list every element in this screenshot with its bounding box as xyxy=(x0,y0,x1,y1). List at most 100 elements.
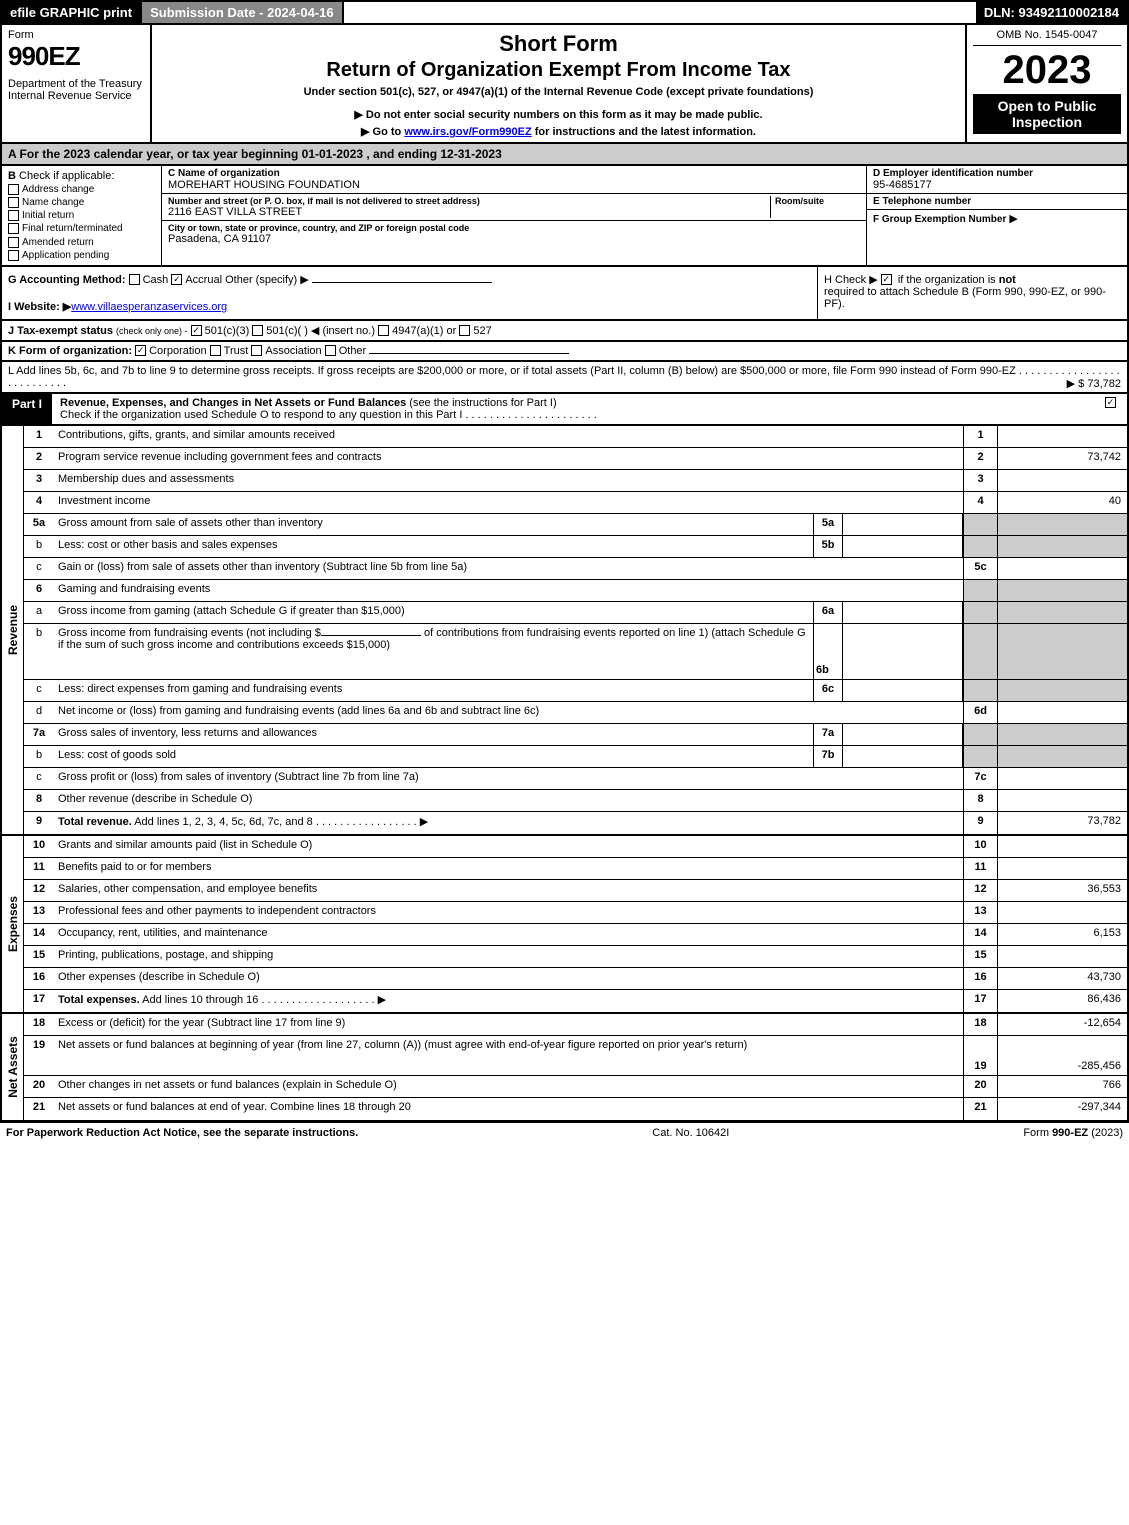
efile-label[interactable]: efile GRAPHIC print xyxy=(2,2,140,23)
checkbox-icon[interactable] xyxy=(8,197,19,208)
form-header: Form 990EZ Department of the Treasury In… xyxy=(0,25,1129,144)
revenue-lines: 1Contributions, gifts, grants, and simil… xyxy=(24,426,1127,834)
line-6d: dNet income or (loss) from gaming and fu… xyxy=(24,702,1127,724)
checkbox-icon[interactable] xyxy=(8,250,19,261)
line-14: 14Occupancy, rent, utilities, and mainte… xyxy=(24,924,1127,946)
chk-name-change[interactable]: Name change xyxy=(8,197,155,208)
org-name-row: C Name of organization MOREHART HOUSING … xyxy=(162,166,866,194)
chk-association[interactable] xyxy=(251,345,262,356)
b-check-label: Check if applicable: xyxy=(19,170,114,182)
checkbox-icon[interactable] xyxy=(8,210,19,221)
line-3: 3Membership dues and assessments3 xyxy=(24,470,1127,492)
section-def: D Employer identification number 95-4685… xyxy=(867,166,1127,265)
chk-amended-return[interactable]: Amended return xyxy=(8,237,155,248)
subtitle-section: Under section 501(c), 527, or 4947(a)(1)… xyxy=(160,86,957,98)
city-row: City or town, state or province, country… xyxy=(162,221,866,247)
form-id-block: Form 990EZ Department of the Treasury In… xyxy=(2,25,152,142)
line-11: 11Benefits paid to or for members11 xyxy=(24,858,1127,880)
fundraising-amount-input[interactable] xyxy=(321,635,421,636)
j-note: (check only one) - xyxy=(116,326,188,336)
netassets-side-label: Net Assets xyxy=(2,1014,24,1120)
line-6: 6Gaming and fundraising events xyxy=(24,580,1127,602)
title-return: Return of Organization Exempt From Incom… xyxy=(160,59,957,82)
tax-year: 2023 xyxy=(973,50,1121,90)
footer-left: For Paperwork Reduction Act Notice, see … xyxy=(6,1127,358,1139)
gh-block: G Accounting Method: Cash Accrual Other … xyxy=(0,267,1129,321)
chk-cash[interactable] xyxy=(129,274,140,285)
form-right-block: OMB No. 1545-0047 2023 Open to Public In… xyxy=(967,25,1127,142)
section-h: H Check ▶ if the organization is not req… xyxy=(817,267,1127,319)
ein-value: 95-4685177 xyxy=(873,179,1121,191)
chk-accrual[interactable] xyxy=(171,274,182,285)
checkbox-icon[interactable] xyxy=(8,184,19,195)
chk-application-pending[interactable]: Application pending xyxy=(8,250,155,261)
group-exemption-label: F Group Exemption Number xyxy=(873,214,1006,225)
h-check-label: H Check ▶ xyxy=(824,274,878,286)
line-6c: cLess: direct expenses from gaming and f… xyxy=(24,680,1127,702)
chk-schedule-o[interactable] xyxy=(1105,397,1116,408)
line-10: 10Grants and similar amounts paid (list … xyxy=(24,836,1127,858)
part1-title: Revenue, Expenses, and Changes in Net As… xyxy=(60,397,406,409)
other-specify-input[interactable] xyxy=(312,282,492,283)
l-text: L Add lines 5b, 6c, and 7b to line 9 to … xyxy=(8,365,1016,377)
chk-corporation[interactable] xyxy=(135,345,146,356)
title-short-form: Short Form xyxy=(160,31,957,57)
subtitle-ssn-warning: ▶ Do not enter social security numbers o… xyxy=(160,108,957,121)
line-20: 20Other changes in net assets or fund ba… xyxy=(24,1076,1127,1098)
org-name: MOREHART HOUSING FOUNDATION xyxy=(168,179,860,191)
chk-527[interactable] xyxy=(459,325,470,336)
h-not: not xyxy=(999,274,1016,286)
i-label: I Website: ▶ xyxy=(8,301,71,313)
chk-501c[interactable] xyxy=(252,325,263,336)
chk-initial-return[interactable]: Initial return xyxy=(8,210,155,221)
street-label: Number and street (or P. O. box, if mail… xyxy=(168,196,770,206)
department-label: Department of the Treasury Internal Reve… xyxy=(8,78,144,102)
line-2: 2Program service revenue including gover… xyxy=(24,448,1127,470)
expenses-side-label: Expenses xyxy=(2,836,24,1012)
section-b: B Check if applicable: Address change Na… xyxy=(2,166,162,265)
arrow-icon: ▶ xyxy=(1009,213,1017,225)
chk-other-org[interactable] xyxy=(325,345,336,356)
bcdef-block: B Check if applicable: Address change Na… xyxy=(0,166,1129,267)
netasset-lines: 18Excess or (deficit) for the year (Subt… xyxy=(24,1014,1127,1120)
chk-address-change[interactable]: Address change xyxy=(8,184,155,195)
checkbox-icon[interactable] xyxy=(8,237,19,248)
line-5b: bLess: cost or other basis and sales exp… xyxy=(24,536,1127,558)
j-insert: ◀ (insert no.) xyxy=(311,325,375,337)
ein-label: D Employer identification number xyxy=(873,168,1121,179)
line-7c: cGross profit or (loss) from sales of in… xyxy=(24,768,1127,790)
line-15: 15Printing, publications, postage, and s… xyxy=(24,946,1127,968)
checkbox-icon[interactable] xyxy=(8,223,19,234)
chk-501c3[interactable] xyxy=(191,325,202,336)
line-18: 18Excess or (deficit) for the year (Subt… xyxy=(24,1014,1127,1036)
chk-trust[interactable] xyxy=(210,345,221,356)
g-other: Other (specify) ▶ xyxy=(225,274,309,286)
line-9: 9Total revenue. Add lines 1, 2, 3, 4, 5c… xyxy=(24,812,1127,834)
subtitle-goto: ▶ Go to www.irs.gov/Form990EZ for instru… xyxy=(160,125,957,138)
footer-mid: Cat. No. 10642I xyxy=(652,1127,729,1139)
city-value: Pasadena, CA 91107 xyxy=(168,233,860,245)
chk-4947[interactable] xyxy=(378,325,389,336)
expense-lines: 10Grants and similar amounts paid (list … xyxy=(24,836,1127,1012)
line-5a: 5aGross amount from sale of assets other… xyxy=(24,514,1127,536)
footer-right: Form 990-EZ (2023) xyxy=(1023,1127,1123,1139)
form-word: Form xyxy=(8,29,144,41)
irs-link[interactable]: www.irs.gov/Form990EZ xyxy=(404,126,531,138)
part1-header: Part I Revenue, Expenses, and Changes in… xyxy=(0,394,1129,426)
other-org-input[interactable] xyxy=(369,353,569,354)
city-label: City or town, state or province, country… xyxy=(168,223,860,233)
chk-final-return[interactable]: Final return/terminated xyxy=(8,223,155,234)
line-7b: bLess: cost of goods sold7b xyxy=(24,746,1127,768)
part1-label: Part I xyxy=(2,394,52,424)
chk-schedule-b[interactable] xyxy=(881,274,892,285)
street-value: 2116 EAST VILLA STREET xyxy=(168,206,770,218)
g-label: G Accounting Method: xyxy=(8,274,126,286)
h-text3: required to attach Schedule B (Form 990,… xyxy=(824,286,1106,310)
line-13: 13Professional fees and other payments t… xyxy=(24,902,1127,924)
revenue-side-label: Revenue xyxy=(2,426,24,834)
part1-note: (see the instructions for Part I) xyxy=(409,397,556,409)
omb-number: OMB No. 1545-0047 xyxy=(973,29,1121,46)
line-16: 16Other expenses (describe in Schedule O… xyxy=(24,968,1127,990)
website-link[interactable]: www.villaesperanzaservices.org xyxy=(71,301,227,313)
line-1: 1Contributions, gifts, grants, and simil… xyxy=(24,426,1127,448)
